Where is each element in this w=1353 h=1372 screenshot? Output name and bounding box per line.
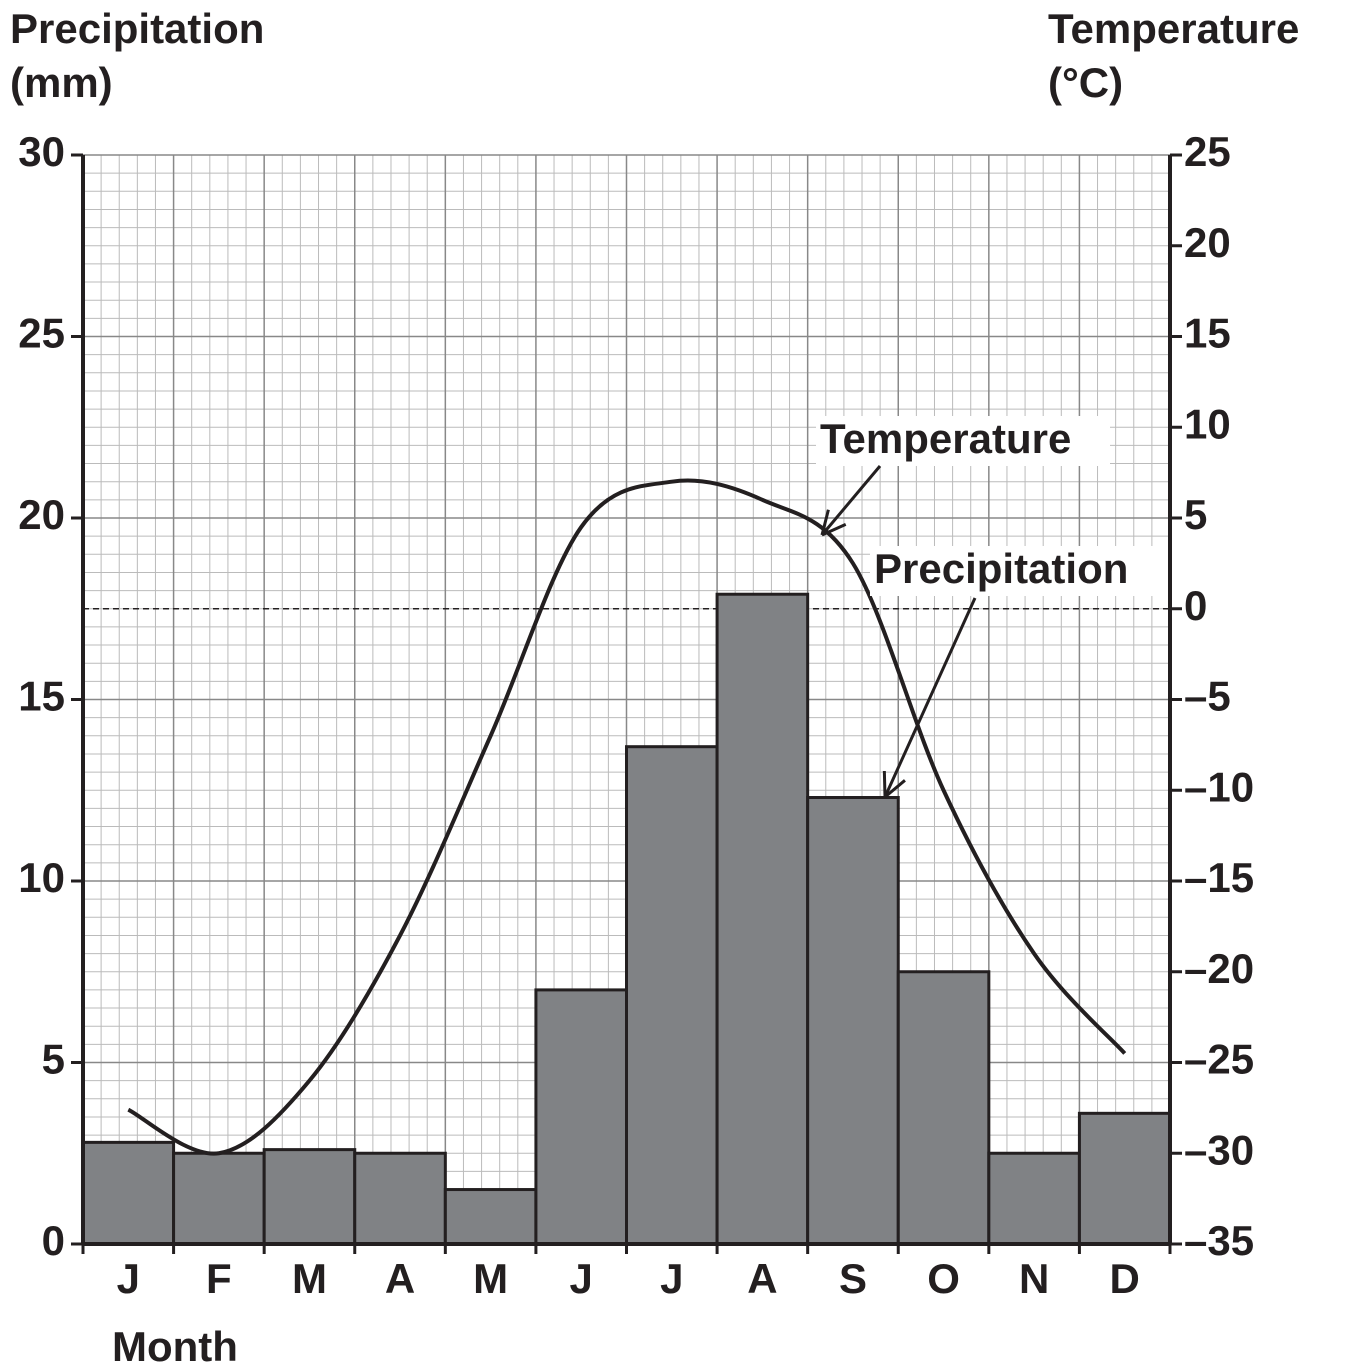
y-tick-label: 15: [18, 673, 65, 720]
y-tick-label: 5: [42, 1036, 65, 1083]
bar: [443, 1188, 538, 1246]
temperature-line: [127, 478, 1127, 1156]
annotation-label: Precipitation: [874, 545, 1128, 592]
x-tick-label: J: [570, 1255, 593, 1302]
y-tick-label: 20: [18, 491, 65, 538]
x-tick-label: N: [1019, 1255, 1049, 1302]
y2-tick-label: 5: [1184, 491, 1207, 538]
bar: [896, 970, 991, 1246]
annotation-arrow: [820, 509, 830, 536]
annotation-arrow: [883, 597, 977, 798]
annotation-arrow: [821, 522, 847, 537]
x-tick-label: A: [747, 1255, 777, 1302]
y2-axis-title: Temperature: [1048, 5, 1299, 52]
y2-tick-label: –5: [1184, 673, 1231, 720]
x-tick-label: J: [117, 1255, 140, 1302]
y2-tick-label: 20: [1184, 219, 1231, 266]
y-tick-label: 0: [42, 1217, 65, 1264]
bar: [1077, 1111, 1172, 1246]
bar: [715, 592, 810, 1246]
x-tick-label: A: [385, 1255, 415, 1302]
y-tick-label: 30: [18, 128, 65, 175]
y2-tick-label: –10: [1184, 763, 1254, 810]
y2-axis-title: (°C): [1048, 59, 1123, 106]
annotation-arrow: [884, 779, 906, 799]
x-tick-label: F: [206, 1255, 232, 1302]
y2-tick-label: 10: [1184, 400, 1231, 447]
bar: [534, 988, 629, 1246]
y2-tick-label: –20: [1184, 945, 1254, 992]
y2-tick-label: –15: [1184, 854, 1254, 901]
bar: [625, 745, 719, 1246]
bar: [81, 1140, 176, 1246]
y-tick-label: 25: [18, 310, 65, 357]
bar: [172, 1151, 266, 1246]
bar: [806, 796, 900, 1246]
x-tick-label: S: [839, 1255, 867, 1302]
annotation-label: Temperature: [820, 415, 1071, 462]
x-tick-label: D: [1110, 1255, 1140, 1302]
x-tick-label: J: [660, 1255, 683, 1302]
annotation-arrow: [882, 770, 887, 798]
y2-tick-label: –30: [1184, 1126, 1254, 1173]
bar: [262, 1148, 357, 1246]
annotation-arrow: [820, 465, 882, 536]
bar: [987, 1151, 1081, 1246]
x-tick-label: M: [473, 1255, 508, 1302]
annotation-bg: [816, 416, 1110, 466]
x-tick-label: O: [927, 1255, 960, 1302]
y-axis-title: (mm): [10, 59, 113, 106]
y-axis-title: Precipitation: [10, 5, 264, 52]
y2-tick-label: –35: [1184, 1217, 1254, 1264]
annotation-bg: [870, 546, 1168, 596]
bar: [353, 1151, 447, 1246]
y-tick-label: 10: [18, 854, 65, 901]
y2-tick-label: –25: [1184, 1036, 1254, 1083]
y2-tick-label: 15: [1184, 310, 1231, 357]
x-tick-label: M: [292, 1255, 327, 1302]
y2-tick-label: 0: [1184, 582, 1207, 629]
x-axis-title: Month: [112, 1323, 238, 1370]
y2-tick-label: 25: [1184, 128, 1231, 175]
